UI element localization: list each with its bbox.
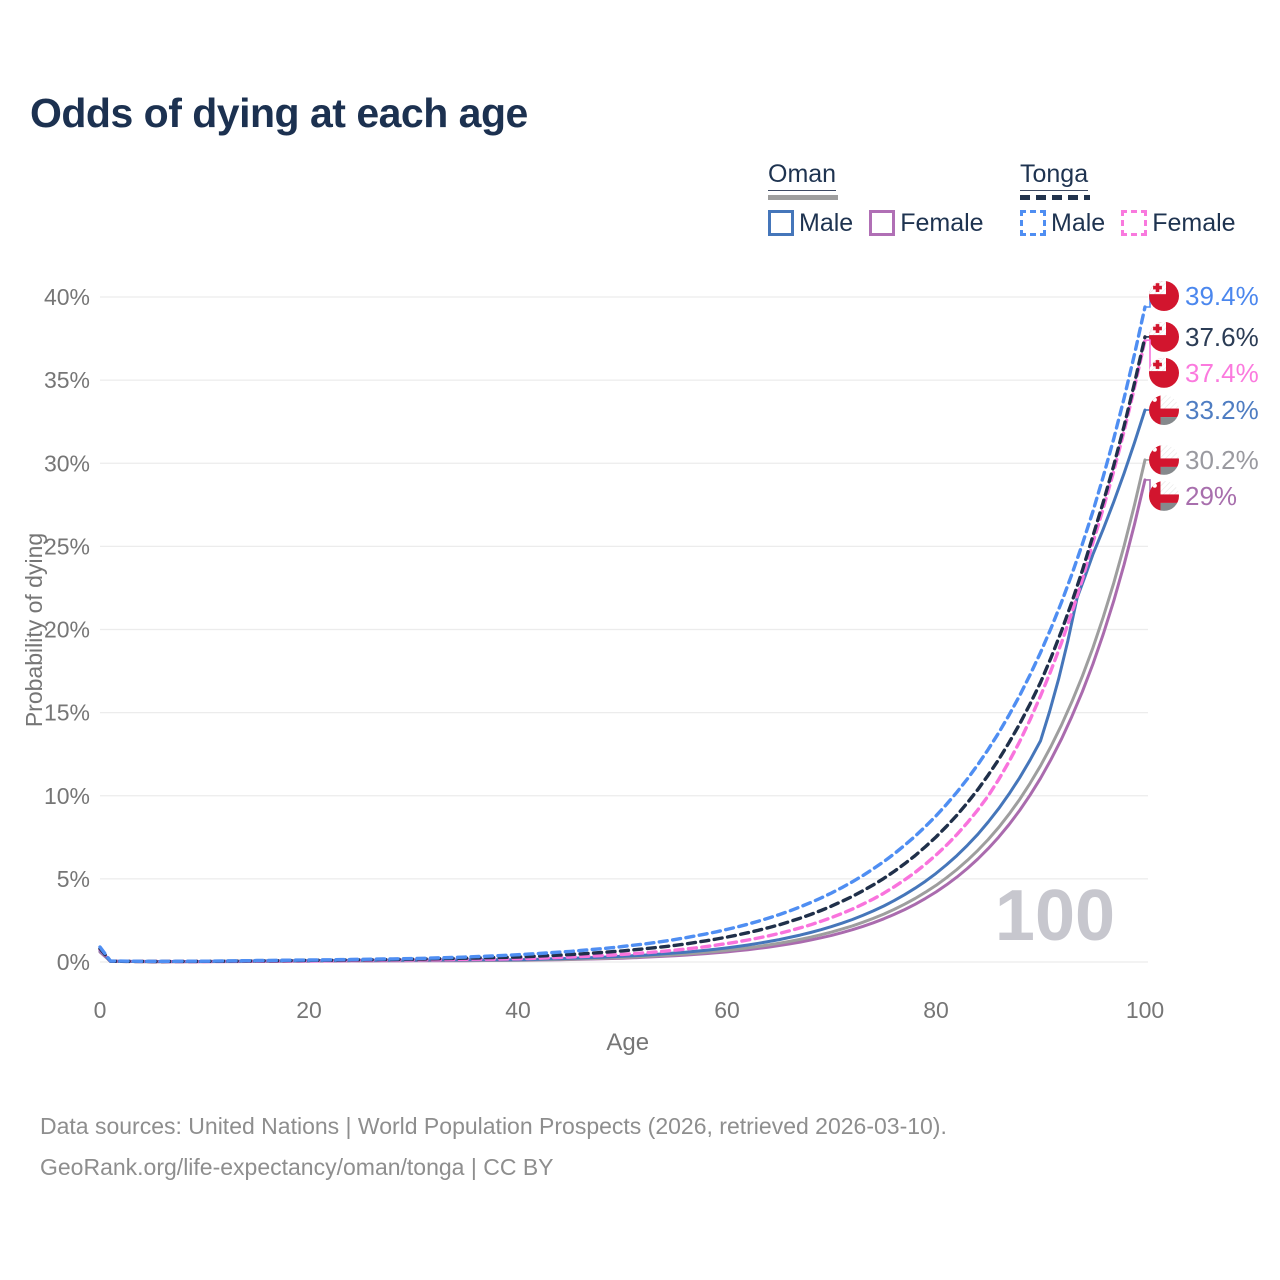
y-tick-label: 40% — [44, 284, 90, 310]
y-axis-title: Probability of dying — [21, 533, 47, 727]
gridlines — [100, 296, 1148, 963]
legend-item-label: Female — [1152, 208, 1236, 237]
x-axis: 0 20 40 60 80 100 Age Probability of dying 100 39… — [21, 280, 1259, 1056]
end-value-label-oman-female: 29% — [1185, 481, 1237, 511]
legend-group-oman: Oman Male Female — [768, 160, 1000, 238]
page-title: Odds of dying at each age — [30, 90, 528, 136]
tonga-flag-icon — [1149, 280, 1179, 311]
data-source-note: Data sources: United Nations | World Pop… — [40, 1106, 947, 1188]
oman-flag-icon — [1149, 444, 1179, 475]
y-tick-label: 35% — [44, 367, 90, 393]
legend-item-label: Male — [799, 208, 854, 237]
series-line-oman-both[interactable] — [98, 458, 1147, 964]
x-tick-label: 20 — [296, 997, 322, 1023]
legend-item-label: Female — [900, 208, 984, 237]
y-tick-label: 30% — [44, 450, 90, 476]
end-value-label-oman-both: 30.2% — [1185, 445, 1259, 475]
tonga-line-style-swatch — [1020, 195, 1090, 200]
x-tick-label: 0 — [94, 997, 107, 1023]
y-tick-label: 25% — [44, 533, 90, 559]
legend-group-tonga: Tonga Male Female — [1020, 160, 1252, 238]
tonga-female-swatch-icon — [1121, 210, 1148, 236]
oman-flag-icon — [1149, 395, 1179, 426]
y-tick-label: 0% — [57, 949, 90, 975]
legend-item-tonga-male[interactable]: Male — [1020, 209, 1105, 238]
legend-item-oman-male[interactable]: Male — [768, 209, 853, 238]
tonga-male-swatch-icon — [1020, 210, 1046, 236]
license-line: GeoRank.org/life-expectancy/oman/tonga |… — [40, 1154, 554, 1180]
legend-country-oman[interactable]: Oman — [768, 160, 837, 191]
x-tick-label: 80 — [923, 997, 949, 1023]
oman-male-swatch-icon — [768, 210, 794, 236]
y-tick-label: 15% — [44, 700, 90, 726]
oman-female-swatch-icon — [869, 210, 896, 236]
y-tick-label: 20% — [44, 617, 90, 643]
age-watermark: 100 — [995, 876, 1115, 956]
x-tick-label: 60 — [714, 997, 740, 1023]
end-value-label-tonga-male: 39.4% — [1185, 281, 1259, 311]
source-line: Data sources: United Nations | World Pop… — [40, 1113, 947, 1139]
y-axis: 0% 5% 10% 15% 20% 25% 30% 35% 40% — [44, 284, 90, 975]
series-line-tonga-both[interactable] — [98, 335, 1147, 964]
legend-country-tonga[interactable]: Tonga — [1020, 160, 1089, 191]
x-axis-title: Age — [606, 1029, 649, 1056]
legend-item-oman-female[interactable]: Female — [869, 208, 984, 238]
end-value-label-tonga-female: 37.4% — [1185, 358, 1259, 388]
y-tick-label: 10% — [44, 783, 90, 809]
oman-flag-icon — [1149, 480, 1179, 511]
x-tick-label: 100 — [1126, 997, 1164, 1023]
end-value-label-oman-male: 33.2% — [1185, 395, 1259, 425]
legend-item-label: Male — [1051, 208, 1106, 237]
oman-line-style-swatch — [768, 195, 838, 200]
series-line-tonga-female[interactable] — [98, 338, 1147, 964]
end-value-label-tonga-both: 37.6% — [1185, 322, 1259, 352]
tonga-flag-icon — [1149, 357, 1179, 388]
tonga-flag-icon — [1149, 321, 1179, 352]
legend-item-tonga-female[interactable]: Female — [1121, 208, 1236, 238]
series-line-tonga-male[interactable] — [98, 305, 1147, 963]
x-tick-label: 40 — [505, 997, 531, 1023]
series-line-oman-female[interactable] — [98, 478, 1147, 964]
y-tick-label: 5% — [57, 866, 90, 892]
